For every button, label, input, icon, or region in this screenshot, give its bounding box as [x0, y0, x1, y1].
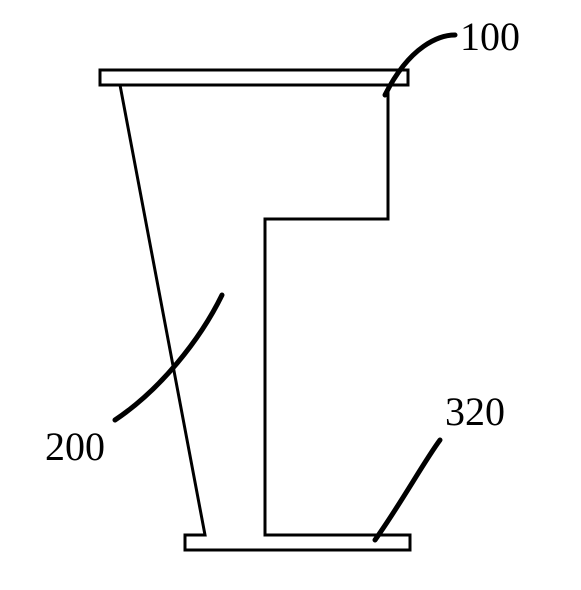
label-bottom: 320 — [445, 389, 505, 434]
vessel-outline — [100, 70, 410, 550]
leader-bottom — [375, 440, 440, 540]
leader-left — [115, 295, 222, 420]
label-left: 200 — [45, 424, 105, 469]
label-top: 100 — [460, 14, 520, 59]
